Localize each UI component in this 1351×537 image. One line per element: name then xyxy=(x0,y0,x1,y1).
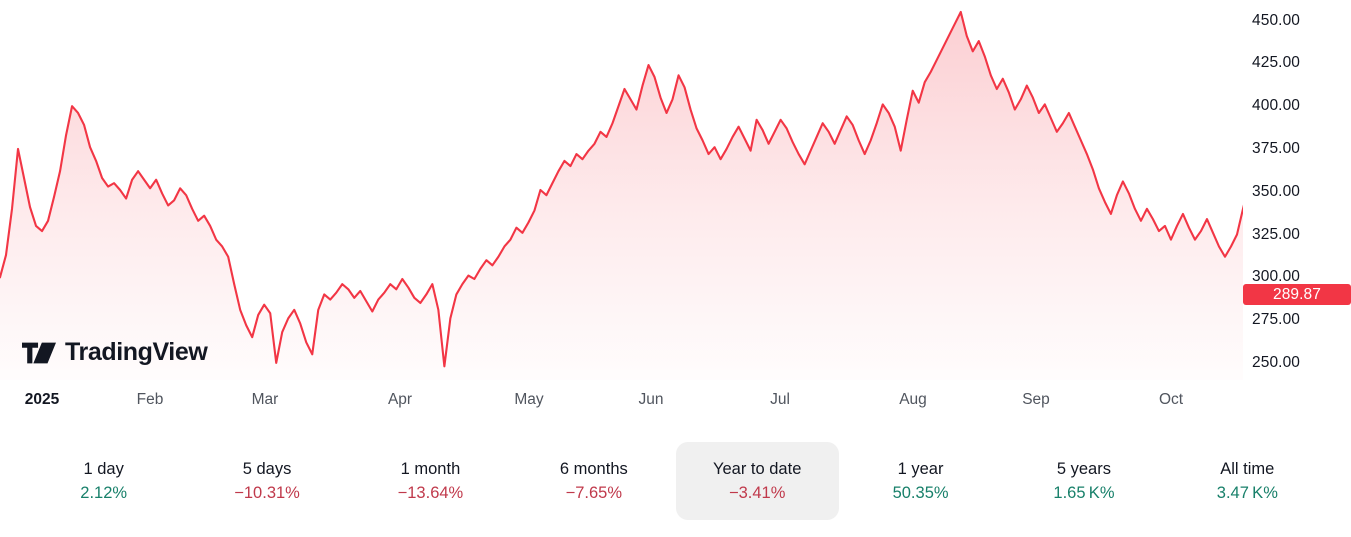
period-change-value: 1.65 K% xyxy=(1053,483,1115,502)
period-option[interactable]: Year to date −3.41% xyxy=(675,442,839,520)
period-label: 5 days xyxy=(242,460,292,478)
price-area-series xyxy=(0,10,1243,380)
time-tick-label: 2025 xyxy=(24,391,60,408)
period-change-value: 2.12% xyxy=(80,483,128,502)
period-change-value: −13.64% xyxy=(397,483,464,502)
price-tick-label: 275.00 xyxy=(1252,311,1301,329)
price-tick-label: 425.00 xyxy=(1252,54,1301,72)
series-area-fill xyxy=(0,11,1243,380)
period-option[interactable]: 5 days −10.31% xyxy=(185,442,348,520)
period-option[interactable]: 1 day 2.12% xyxy=(22,442,185,520)
period-change-value: −3.41% xyxy=(728,483,786,502)
price-scale[interactable]: 450.00 425.00 400.00 375.00 350.00 325.00 300.… xyxy=(1243,0,1351,380)
chart-plot-area[interactable]: TradingView 450.00 425.00 400.00 375.00 350.… xyxy=(0,0,1351,420)
period-change-value: −7.65% xyxy=(565,483,623,502)
period-option[interactable]: All time 3.47 K% xyxy=(1166,442,1329,520)
time-tick-label: Apr xyxy=(387,391,413,408)
period-option[interactable]: 1 month −13.64% xyxy=(349,442,512,520)
price-tick-label: 325.00 xyxy=(1252,225,1301,243)
period-option[interactable]: 6 months −7.65% xyxy=(512,442,675,520)
time-tick-label: Feb xyxy=(136,391,164,408)
period-label: 1 day xyxy=(83,460,124,478)
period-label: 6 months xyxy=(559,460,628,478)
time-scale[interactable]: 2025 Feb Mar Apr May Jun Jul Aug Sep Oct xyxy=(0,392,1243,418)
time-tick-label: Aug xyxy=(899,391,927,408)
series-line xyxy=(0,10,1243,368)
price-tick-label: 350.00 xyxy=(1252,182,1301,200)
time-tick-label: Sep xyxy=(1022,391,1050,408)
price-tick-label: 300.00 xyxy=(1252,268,1301,286)
period-label: Year to date xyxy=(712,460,802,478)
period-change-value: 3.47 K% xyxy=(1216,483,1278,502)
period-label: 1 year xyxy=(897,460,944,478)
time-tick-label: Oct xyxy=(1158,391,1184,408)
time-tick-label: Jul xyxy=(770,391,790,408)
last-price-badge: 289.87 xyxy=(1243,284,1351,306)
period-option[interactable]: 1 year 50.35% xyxy=(839,442,1002,520)
price-tick-label: 250.00 xyxy=(1252,353,1301,371)
period-label: 1 month xyxy=(400,460,461,478)
time-tick-label: May xyxy=(514,391,544,408)
period-label: 5 years xyxy=(1056,460,1111,478)
period-option[interactable]: 5 years 1.65 K% xyxy=(1002,442,1165,520)
price-tick-label: 375.00 xyxy=(1252,139,1301,157)
price-tick-label: 450.00 xyxy=(1252,11,1301,29)
period-change-value: −10.31% xyxy=(234,483,300,502)
price-tick-label: 400.00 xyxy=(1252,97,1301,115)
time-tick-label: Jun xyxy=(638,391,664,408)
period-label: All time xyxy=(1220,460,1275,478)
period-change-value: 50.35% xyxy=(892,483,949,502)
performance-period-selector[interactable]: 1 day 2.12% 5 days −10.31% 1 month −13.64% 6 m… xyxy=(0,442,1351,537)
time-tick-label: Mar xyxy=(251,391,279,408)
